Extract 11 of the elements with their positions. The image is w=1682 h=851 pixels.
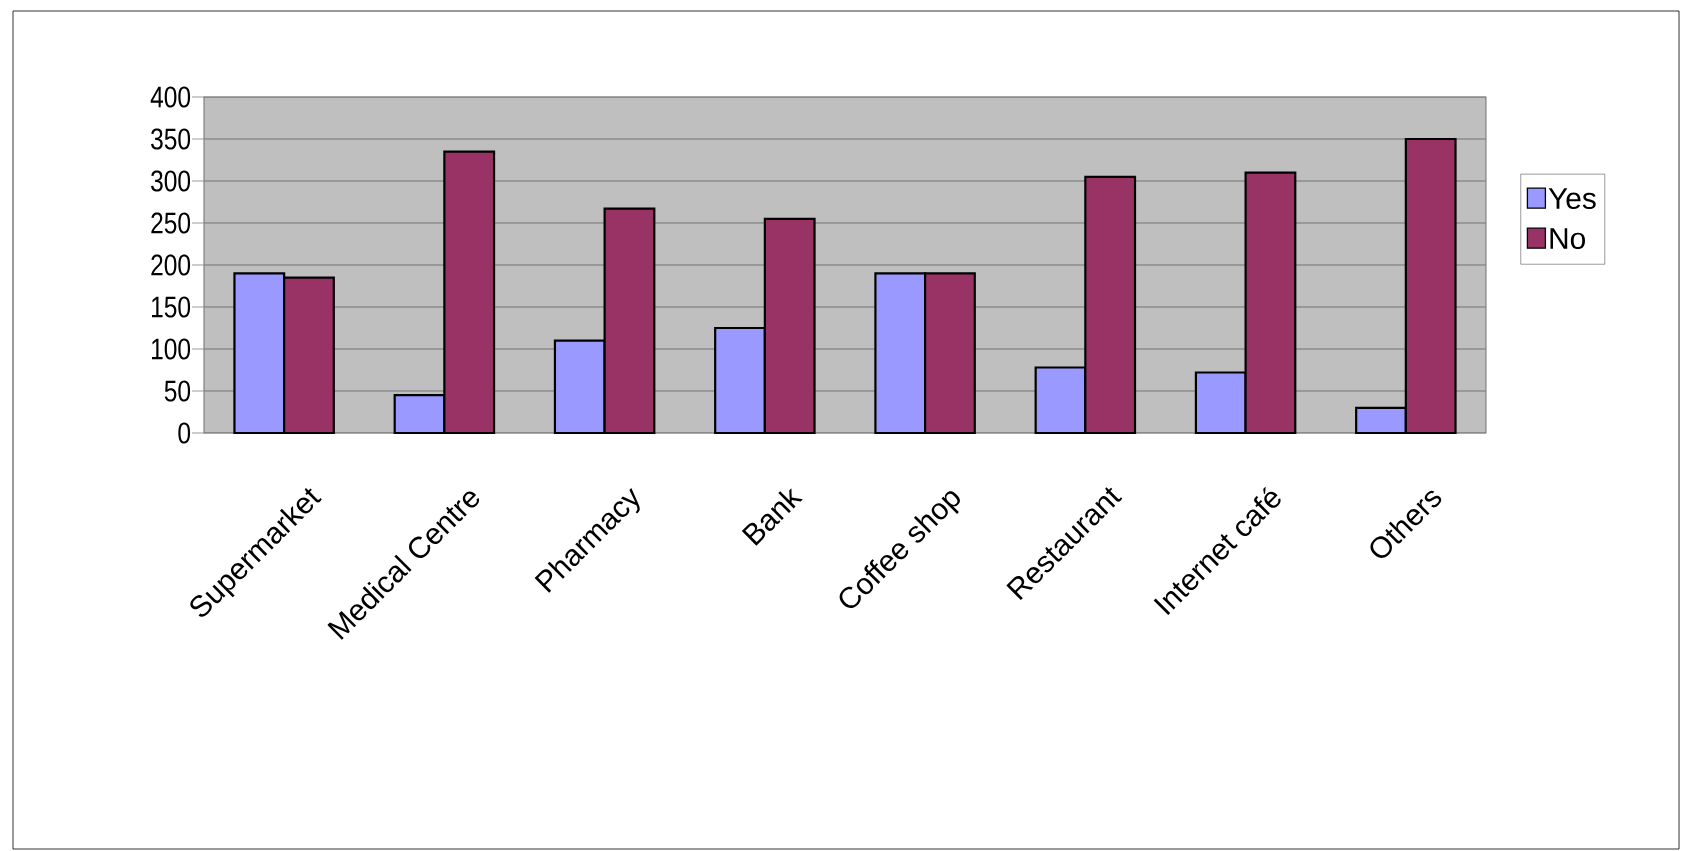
- y-tick-label: 200: [151, 254, 191, 276]
- y-tick-label: 350: [151, 128, 191, 150]
- y-tick-label: 150: [152, 296, 191, 318]
- y-tick-label: 300: [151, 170, 191, 192]
- legend-label: No: [1550, 228, 1585, 250]
- y-tick-label: 100: [152, 338, 191, 360]
- legend-label: Yes: [1548, 188, 1596, 209]
- y-tick-label: 250: [151, 212, 191, 234]
- y-tick-label: 0: [178, 422, 191, 444]
- y-tick-label: 400: [150, 86, 191, 108]
- y-tick-label: 50: [164, 380, 191, 402]
